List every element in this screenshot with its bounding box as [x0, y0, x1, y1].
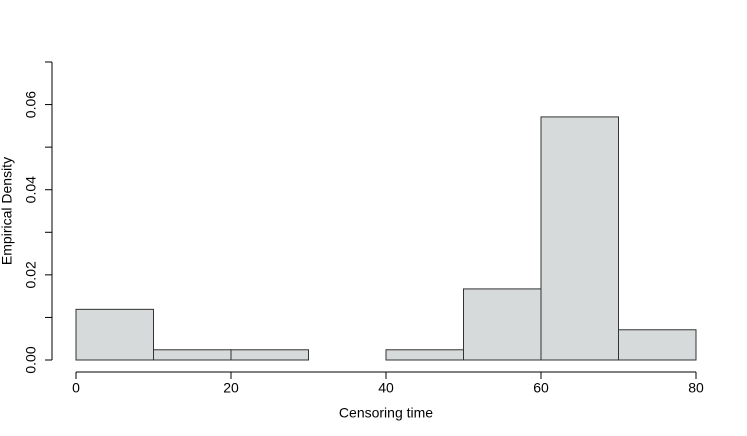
- y-tick-label: 0.02: [23, 261, 39, 288]
- x-tick-label: 20: [223, 380, 239, 396]
- x-axis-label: Censoring time: [339, 405, 433, 421]
- bar: [153, 349, 232, 361]
- x-tick-label: 40: [378, 380, 394, 396]
- y-tick-label: 0.04: [23, 176, 39, 203]
- bar: [230, 349, 309, 361]
- bar: [75, 308, 154, 361]
- bar: [463, 288, 542, 361]
- bar: [618, 329, 697, 361]
- x-tick-label: 80: [688, 380, 704, 396]
- y-tick-label: 0.00: [23, 346, 39, 373]
- x-tick-label: 0: [72, 380, 80, 396]
- x-tick-label: 60: [533, 380, 549, 396]
- y-axis-label: Empirical Density: [0, 157, 15, 265]
- bar: [540, 116, 619, 361]
- y-tick-label: 0.06: [23, 91, 39, 118]
- bar: [385, 349, 464, 361]
